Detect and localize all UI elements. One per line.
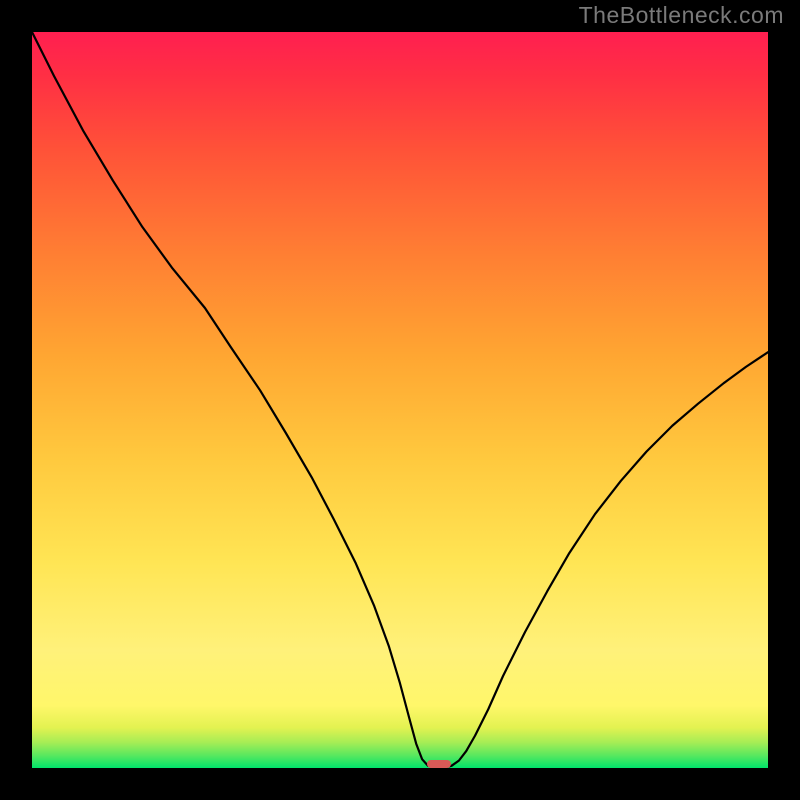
chart-plot-area (32, 32, 768, 768)
chart-frame: TheBottleneck.com (0, 0, 800, 800)
watermark-text: TheBottleneck.com (579, 2, 784, 29)
gradient-background (32, 32, 768, 768)
chart-svg (32, 32, 768, 768)
optimal-marker (427, 760, 451, 768)
